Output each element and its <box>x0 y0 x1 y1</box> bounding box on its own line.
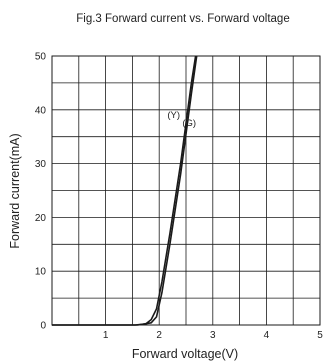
series-annotation: (G) <box>182 118 196 129</box>
series-annotation: (Y) <box>167 110 180 121</box>
plot-grid <box>52 56 320 325</box>
chart-title: Fig.3 Forward current vs. Forward voltag… <box>76 13 289 25</box>
x-tick-label: 5 <box>317 330 323 341</box>
series-annotations: (Y)(G) <box>167 110 196 129</box>
x-tick-label: 2 <box>156 330 162 341</box>
x-tick-label: 3 <box>210 330 216 341</box>
y-tick-label: 0 <box>40 321 46 332</box>
y-tick-label: 20 <box>35 213 47 224</box>
series-line-g <box>52 55 198 326</box>
x-tick-label: 1 <box>103 330 109 341</box>
y-tick-label: 10 <box>35 267 47 278</box>
y-tick-label: 30 <box>35 159 47 170</box>
x-tick-label: 4 <box>264 330 270 341</box>
plot-frame <box>51 55 321 326</box>
x-axis-label: Forward voltage(V) <box>132 347 238 361</box>
y-tick-label: 50 <box>35 52 47 63</box>
y-tick-label: 40 <box>35 105 47 116</box>
series-lines <box>52 55 198 326</box>
y-axis-label: Forward current(mA) <box>8 133 22 248</box>
